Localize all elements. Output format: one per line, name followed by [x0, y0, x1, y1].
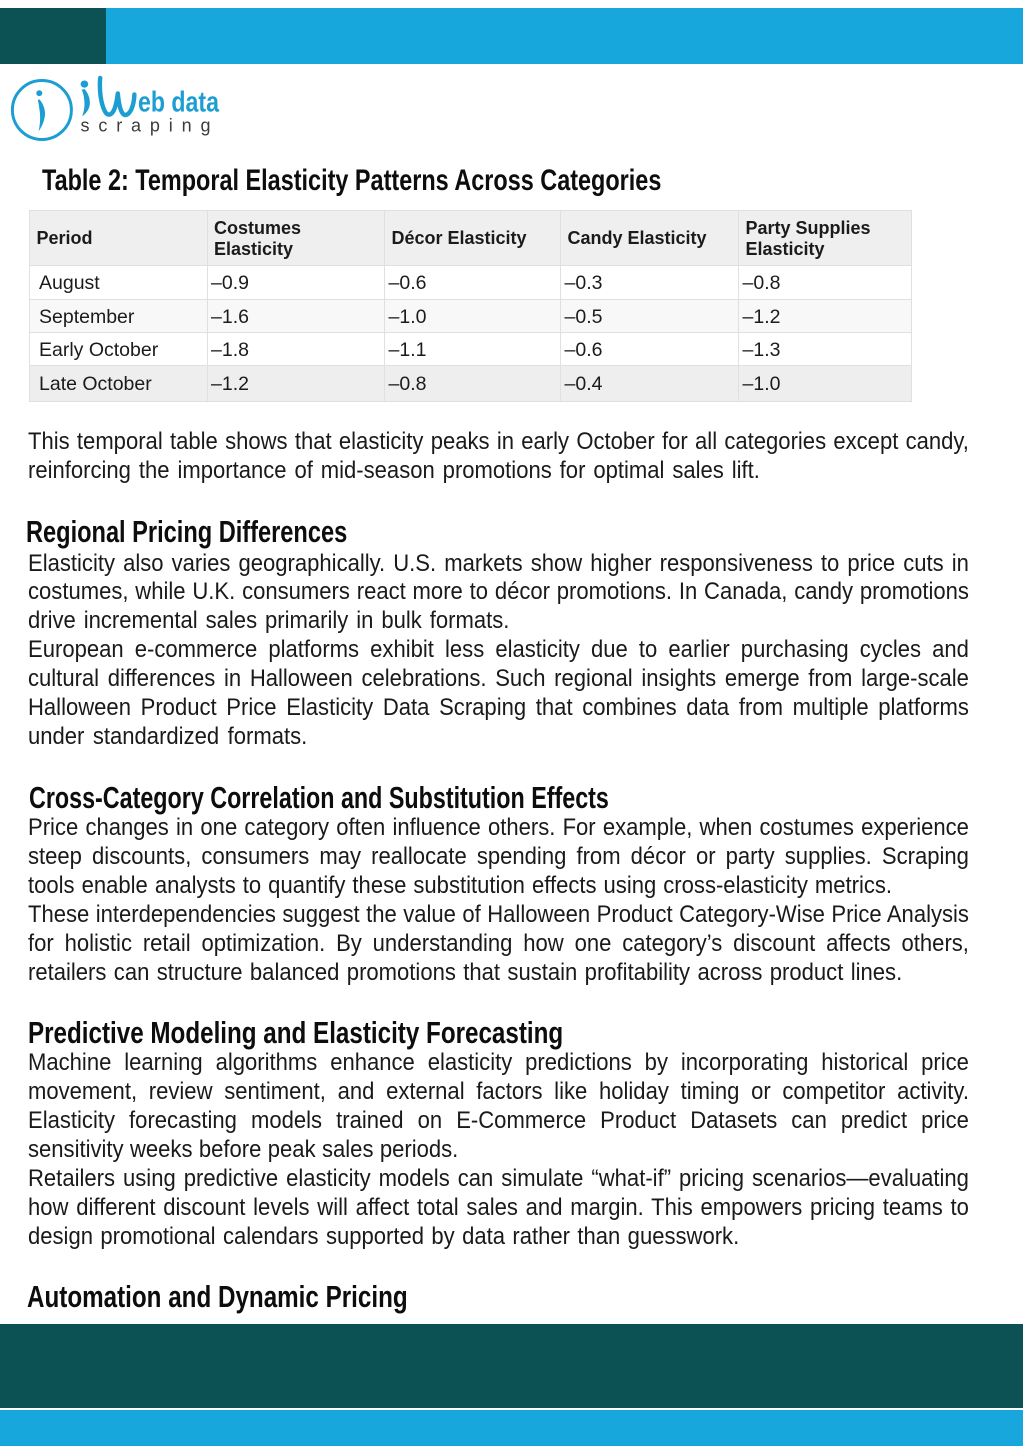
- svg-text:eb data: eb data: [138, 86, 220, 118]
- svg-text:scraping: scraping: [81, 116, 211, 136]
